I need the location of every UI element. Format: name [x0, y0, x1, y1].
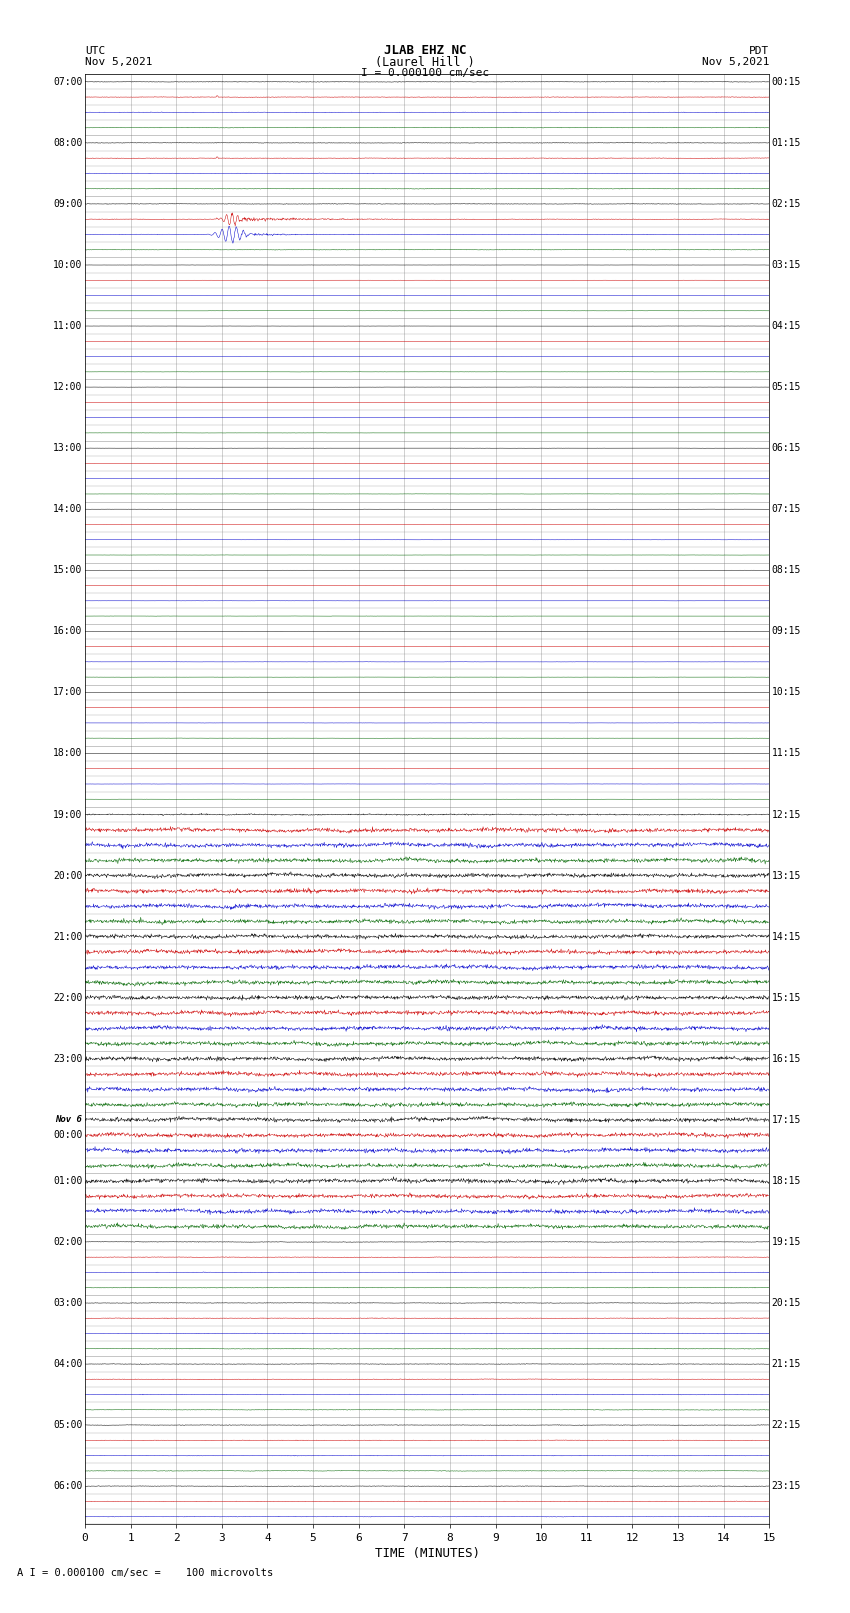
Text: 08:15: 08:15: [772, 565, 802, 576]
Text: (Laurel Hill ): (Laurel Hill ): [375, 55, 475, 69]
Text: 03:15: 03:15: [772, 260, 802, 269]
Text: 20:00: 20:00: [53, 871, 82, 881]
Text: 09:00: 09:00: [53, 198, 82, 210]
Text: 18:00: 18:00: [53, 748, 82, 758]
Text: 19:00: 19:00: [53, 810, 82, 819]
Text: 18:15: 18:15: [772, 1176, 802, 1186]
Text: 16:15: 16:15: [772, 1053, 802, 1063]
Text: 12:15: 12:15: [772, 810, 802, 819]
Text: 00:15: 00:15: [772, 77, 802, 87]
Text: 12:00: 12:00: [53, 382, 82, 392]
Text: UTC: UTC: [85, 45, 105, 56]
Text: 17:00: 17:00: [53, 687, 82, 697]
Text: 23:15: 23:15: [772, 1481, 802, 1490]
Text: 15:15: 15:15: [772, 992, 802, 1003]
Text: 14:00: 14:00: [53, 505, 82, 515]
Text: 00:00: 00:00: [53, 1131, 82, 1140]
Text: 05:15: 05:15: [772, 382, 802, 392]
Text: 07:00: 07:00: [53, 77, 82, 87]
Text: 14:15: 14:15: [772, 932, 802, 942]
Text: PDT: PDT: [749, 45, 769, 56]
Text: 02:15: 02:15: [772, 198, 802, 210]
Text: 01:15: 01:15: [772, 137, 802, 148]
Text: 22:00: 22:00: [53, 992, 82, 1003]
Text: 04:15: 04:15: [772, 321, 802, 331]
Text: 20:15: 20:15: [772, 1298, 802, 1308]
Text: 08:00: 08:00: [53, 137, 82, 148]
Text: 02:00: 02:00: [53, 1237, 82, 1247]
Text: 10:15: 10:15: [772, 687, 802, 697]
Text: 21:15: 21:15: [772, 1360, 802, 1369]
Text: 01:00: 01:00: [53, 1176, 82, 1186]
X-axis label: TIME (MINUTES): TIME (MINUTES): [375, 1547, 479, 1560]
Text: 07:15: 07:15: [772, 505, 802, 515]
Text: Nov 6: Nov 6: [55, 1115, 82, 1124]
Text: 22:15: 22:15: [772, 1419, 802, 1431]
Text: 11:15: 11:15: [772, 748, 802, 758]
Text: 10:00: 10:00: [53, 260, 82, 269]
Text: 23:00: 23:00: [53, 1053, 82, 1063]
Text: I = 0.000100 cm/sec: I = 0.000100 cm/sec: [361, 68, 489, 79]
Text: 21:00: 21:00: [53, 932, 82, 942]
Text: 11:00: 11:00: [53, 321, 82, 331]
Text: 06:00: 06:00: [53, 1481, 82, 1490]
Text: 19:15: 19:15: [772, 1237, 802, 1247]
Text: A I = 0.000100 cm/sec =    100 microvolts: A I = 0.000100 cm/sec = 100 microvolts: [17, 1568, 273, 1578]
Text: 13:00: 13:00: [53, 444, 82, 453]
Text: 17:15: 17:15: [772, 1115, 802, 1124]
Text: JLAB EHZ NC: JLAB EHZ NC: [383, 44, 467, 58]
Text: 15:00: 15:00: [53, 565, 82, 576]
Text: 09:15: 09:15: [772, 626, 802, 637]
Text: 13:15: 13:15: [772, 871, 802, 881]
Text: 03:00: 03:00: [53, 1298, 82, 1308]
Text: 05:00: 05:00: [53, 1419, 82, 1431]
Text: 16:00: 16:00: [53, 626, 82, 637]
Text: Nov 5,2021: Nov 5,2021: [85, 56, 152, 68]
Text: Nov 5,2021: Nov 5,2021: [702, 56, 769, 68]
Text: 06:15: 06:15: [772, 444, 802, 453]
Text: 04:00: 04:00: [53, 1360, 82, 1369]
